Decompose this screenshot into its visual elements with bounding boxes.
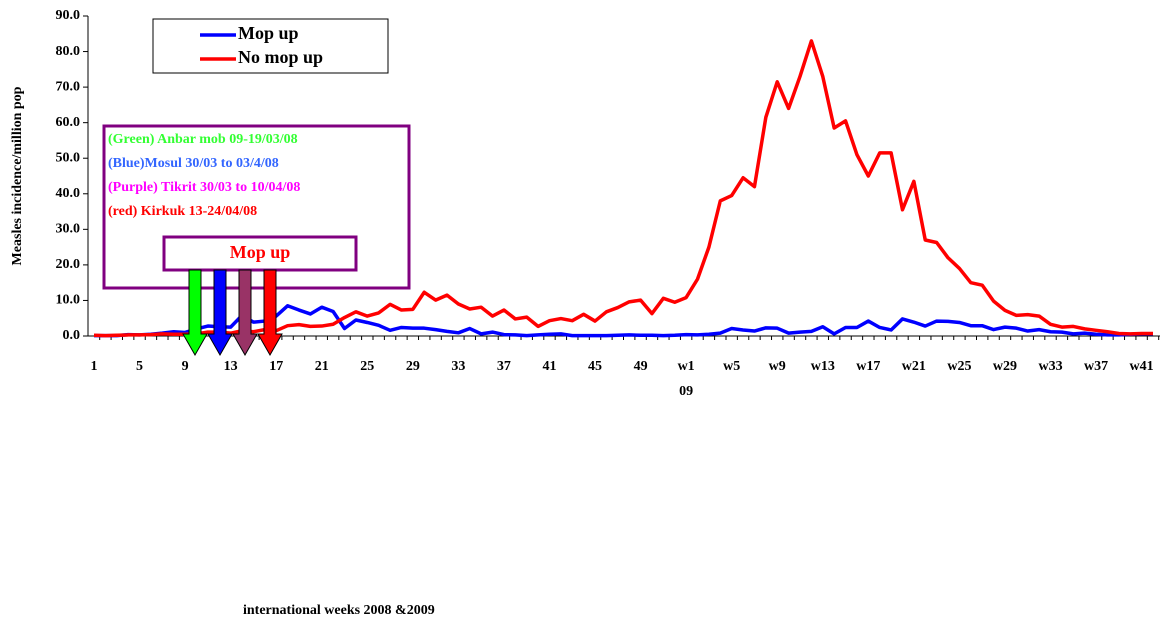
arrow [257,269,283,357]
x-tick-label: 17 [269,359,283,374]
y-tick-label: 10.0 [56,293,81,308]
x-tick-label: w5 [723,359,740,374]
mop-box [162,235,358,272]
annotation: (Purple) Tikrit 30/03 to 10/04/08 [108,180,300,195]
x-tick-label: 21 [315,359,329,374]
annotation: (Green) Anbar mob 09-19/03/08 [108,132,298,147]
x-tick-label: 37 [497,359,511,374]
x-axis-label: international weeks 2008 &2009 [243,603,435,618]
legend-label: No mop up [238,47,323,67]
year-label: 09 [679,384,693,399]
x-tick-label: 9 [182,359,189,374]
x-tick-label: 49 [634,359,648,374]
x-tick-label: 45 [588,359,602,374]
x-tick-label: w37 [1084,359,1108,374]
x-tick-label: w41 [1130,359,1154,374]
x-tick-label: 25 [360,359,374,374]
x-tick-label: 29 [406,359,420,374]
y-tick-label: 40.0 [56,186,81,201]
annotation: (Blue)Mosul 30/03 to 03/4/08 [108,156,279,171]
y-tick-label: 70.0 [56,79,81,94]
x-tick-label: w9 [769,359,786,374]
x-tick-label: w21 [902,359,926,374]
x-tick-label: w25 [947,359,971,374]
y-tick-label: 90.0 [56,8,81,23]
y-tick-label: 80.0 [56,44,81,59]
arrow [232,269,258,357]
y-tick-label: 0.0 [63,328,81,343]
x-tick-label: w29 [993,359,1017,374]
legend-box [152,18,389,74]
x-tick-label: w13 [811,359,835,374]
x-tick-label: w17 [856,359,880,374]
annotation-box [102,124,411,290]
x-tick-label: w33 [1038,359,1062,374]
y-tick-label: 60.0 [56,115,81,130]
y-tick-label: 50.0 [56,150,81,165]
y-tick-label: 30.0 [56,222,81,237]
arrow [207,269,233,357]
x-tick-label: 13 [224,359,238,374]
legend-label: Mop up [238,23,299,43]
x-tick-label: 1 [91,359,98,374]
x-tick-label: 41 [542,359,556,374]
x-tick-label: 33 [451,359,465,374]
x-tick-label: 5 [136,359,143,374]
arrow [182,269,208,357]
y-axis-label: Measles incidence/million pop [10,86,25,265]
mop-label: Mop up [230,242,291,262]
x-tick-label: w1 [678,359,695,374]
y-tick-label: 20.0 [56,257,81,272]
annotation: (red) Kirkuk 13-24/04/08 [108,204,257,219]
